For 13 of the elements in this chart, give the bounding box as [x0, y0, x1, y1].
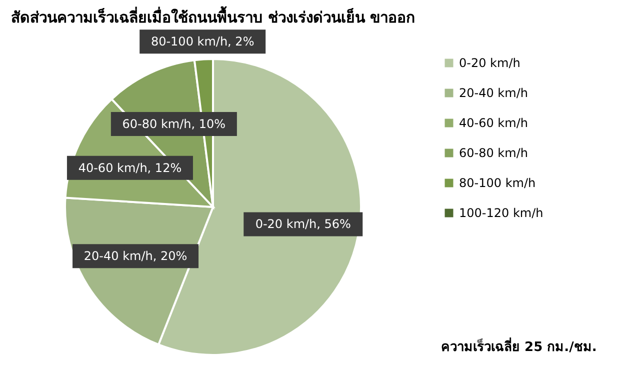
legend-label: 40-60 km/h	[459, 116, 528, 130]
data-label: 80-100 km/h, 2%	[150, 34, 254, 49]
text: ความเร็วเฉลี่ย 25 กม./ชม.	[441, 337, 597, 355]
legend-label: 100-120 km/h	[459, 206, 544, 220]
chart-title: สัดส่วนความเร็วเฉลี่ยเมื่อใช้ถนนพื้นราบ ช่วงเร่งด่วนเย็น ขาออก	[10, 6, 416, 27]
legend-label: 0-20 km/h	[459, 56, 520, 70]
data-label: 40-60 km/h, 12%	[78, 160, 182, 175]
data-label: 20-40 km/h, 20%	[84, 249, 188, 264]
legend-label: 20-40 km/h	[459, 86, 528, 100]
data-label: 60-80 km/h, 10%	[122, 116, 226, 131]
legend-label: 80-100 km/h	[459, 176, 536, 190]
legend-label: 60-80 km/h	[459, 146, 528, 160]
data-label: 0-20 km/h, 56%	[255, 217, 351, 232]
